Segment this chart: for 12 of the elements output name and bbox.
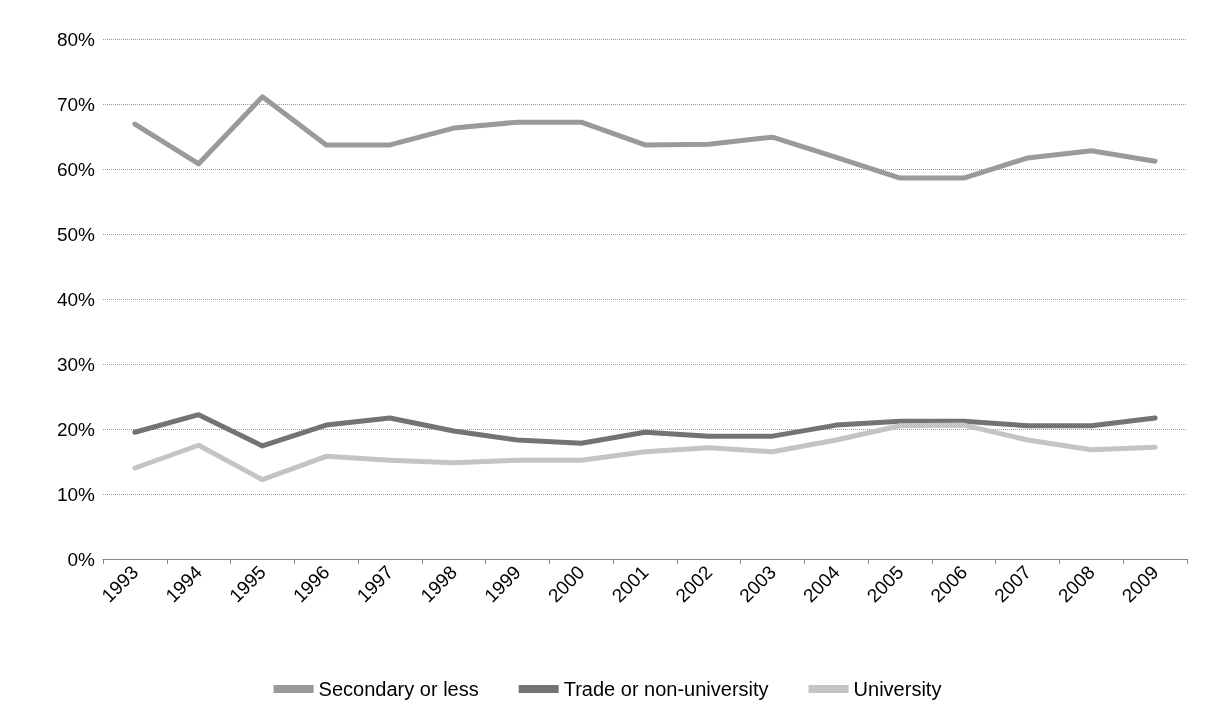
y-tick-label: 20% <box>56 418 96 440</box>
y-tick-label: 0% <box>67 548 96 570</box>
y-tick-label: 10% <box>56 483 96 505</box>
legend-label: University <box>853 678 942 700</box>
y-tick-label: 40% <box>56 288 96 310</box>
y-tick-label: 60% <box>56 158 96 180</box>
legend-label: Trade or non-university <box>563 678 769 700</box>
y-tick-label: 70% <box>56 93 96 115</box>
y-tick-label: 30% <box>56 353 96 375</box>
y-tick-label: 80% <box>56 28 96 50</box>
legend-label: Secondary or less <box>318 678 479 700</box>
y-tick-label: 50% <box>56 223 96 245</box>
